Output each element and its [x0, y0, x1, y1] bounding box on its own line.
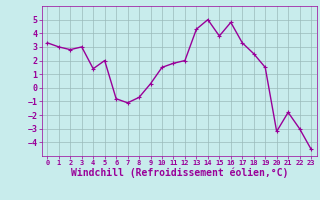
X-axis label: Windchill (Refroidissement éolien,°C): Windchill (Refroidissement éolien,°C) — [70, 168, 288, 178]
